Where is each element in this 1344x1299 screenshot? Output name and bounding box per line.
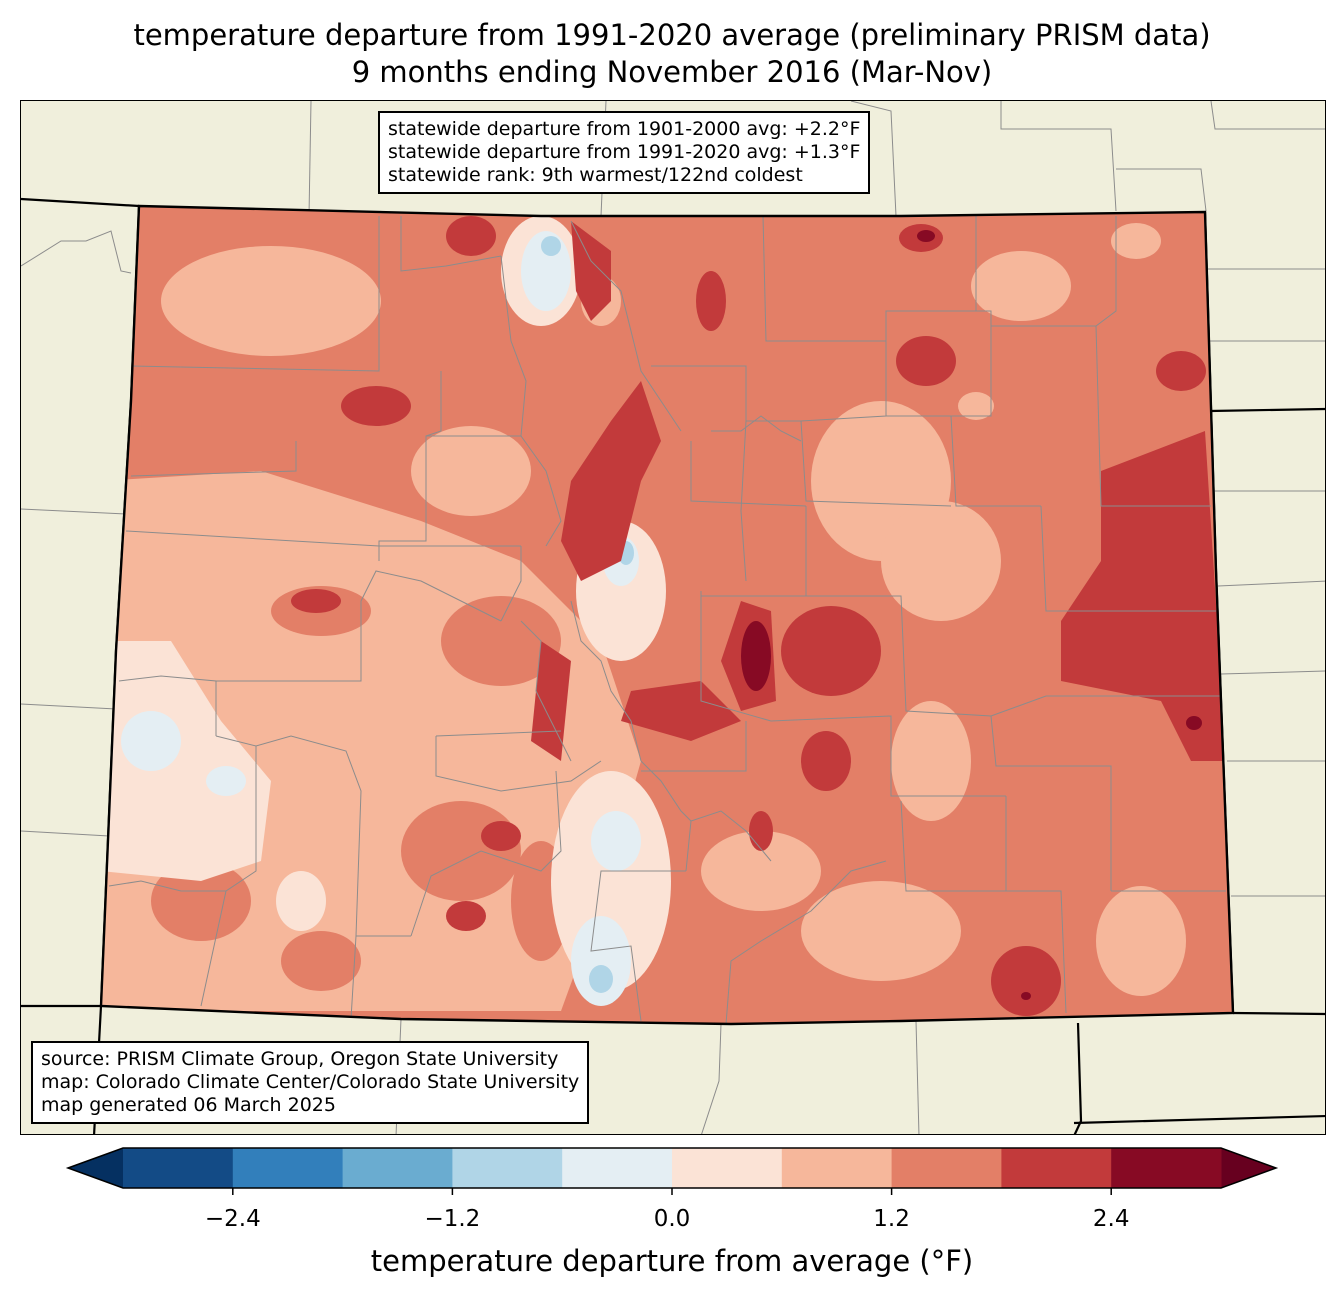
colorbar-tick-label: 2.4: [1092, 1206, 1130, 1232]
colorbar-segment: [1001, 1148, 1112, 1188]
colorbar-segment: [672, 1148, 783, 1188]
colorbar-segment: [123, 1148, 234, 1188]
colorbar-segment: [781, 1148, 893, 1188]
colorbar-segment: [452, 1148, 563, 1188]
source-box: source: PRISM Climate Group, Oregon Stat…: [31, 1041, 590, 1124]
colorbar-segment: [342, 1148, 453, 1188]
colorbar-segment: [232, 1148, 344, 1188]
source-line: source: PRISM Climate Group, Oregon Stat…: [41, 1048, 559, 1070]
county-lines: [108, 215, 1226, 1024]
colorbar-tick-label: −1.2: [424, 1206, 481, 1232]
stats-departure-1991-2020: statewide departure from 1991-2020 avg: …: [388, 141, 861, 163]
temperature-field: [101, 206, 1233, 1024]
map-subtitle: 9 months ending November 2016 (Mar-Nov): [351, 55, 993, 89]
colorbar-tick-label: 1.2: [873, 1206, 910, 1232]
colorbar-over-arrow: [1221, 1148, 1276, 1188]
colorbar-tick-label: 0.0: [653, 1206, 691, 1232]
colorbar-label: temperature departure from average (°F): [370, 1244, 974, 1278]
colorado-map: [21, 101, 1325, 1134]
generated-date-line: map generated 06 March 2025: [41, 1094, 336, 1116]
map-frame: [20, 100, 1326, 1135]
statewide-stats-box: statewide departure from 1901-2000 avg: …: [378, 111, 871, 194]
map-title: temperature departure from 1991-2020 ave…: [133, 18, 1211, 52]
colorbar-tick-label: −2.4: [204, 1206, 261, 1232]
colorbar-segment: [891, 1148, 1002, 1188]
stats-rank: statewide rank: 9th warmest/122nd coldes…: [388, 164, 803, 186]
colorbar: [65, 1147, 1279, 1195]
colorado-border: [99, 204, 1235, 1026]
colorbar-outline: [65, 1147, 1279, 1189]
colorbar-under-arrow: [68, 1148, 123, 1188]
map-credit-line: map: Colorado Climate Center/Colorado St…: [41, 1071, 580, 1093]
colorbar-segment: [1111, 1148, 1222, 1188]
colorbar-segment: [562, 1148, 673, 1188]
stats-departure-1901-2000: statewide departure from 1901-2000 avg: …: [388, 118, 861, 140]
